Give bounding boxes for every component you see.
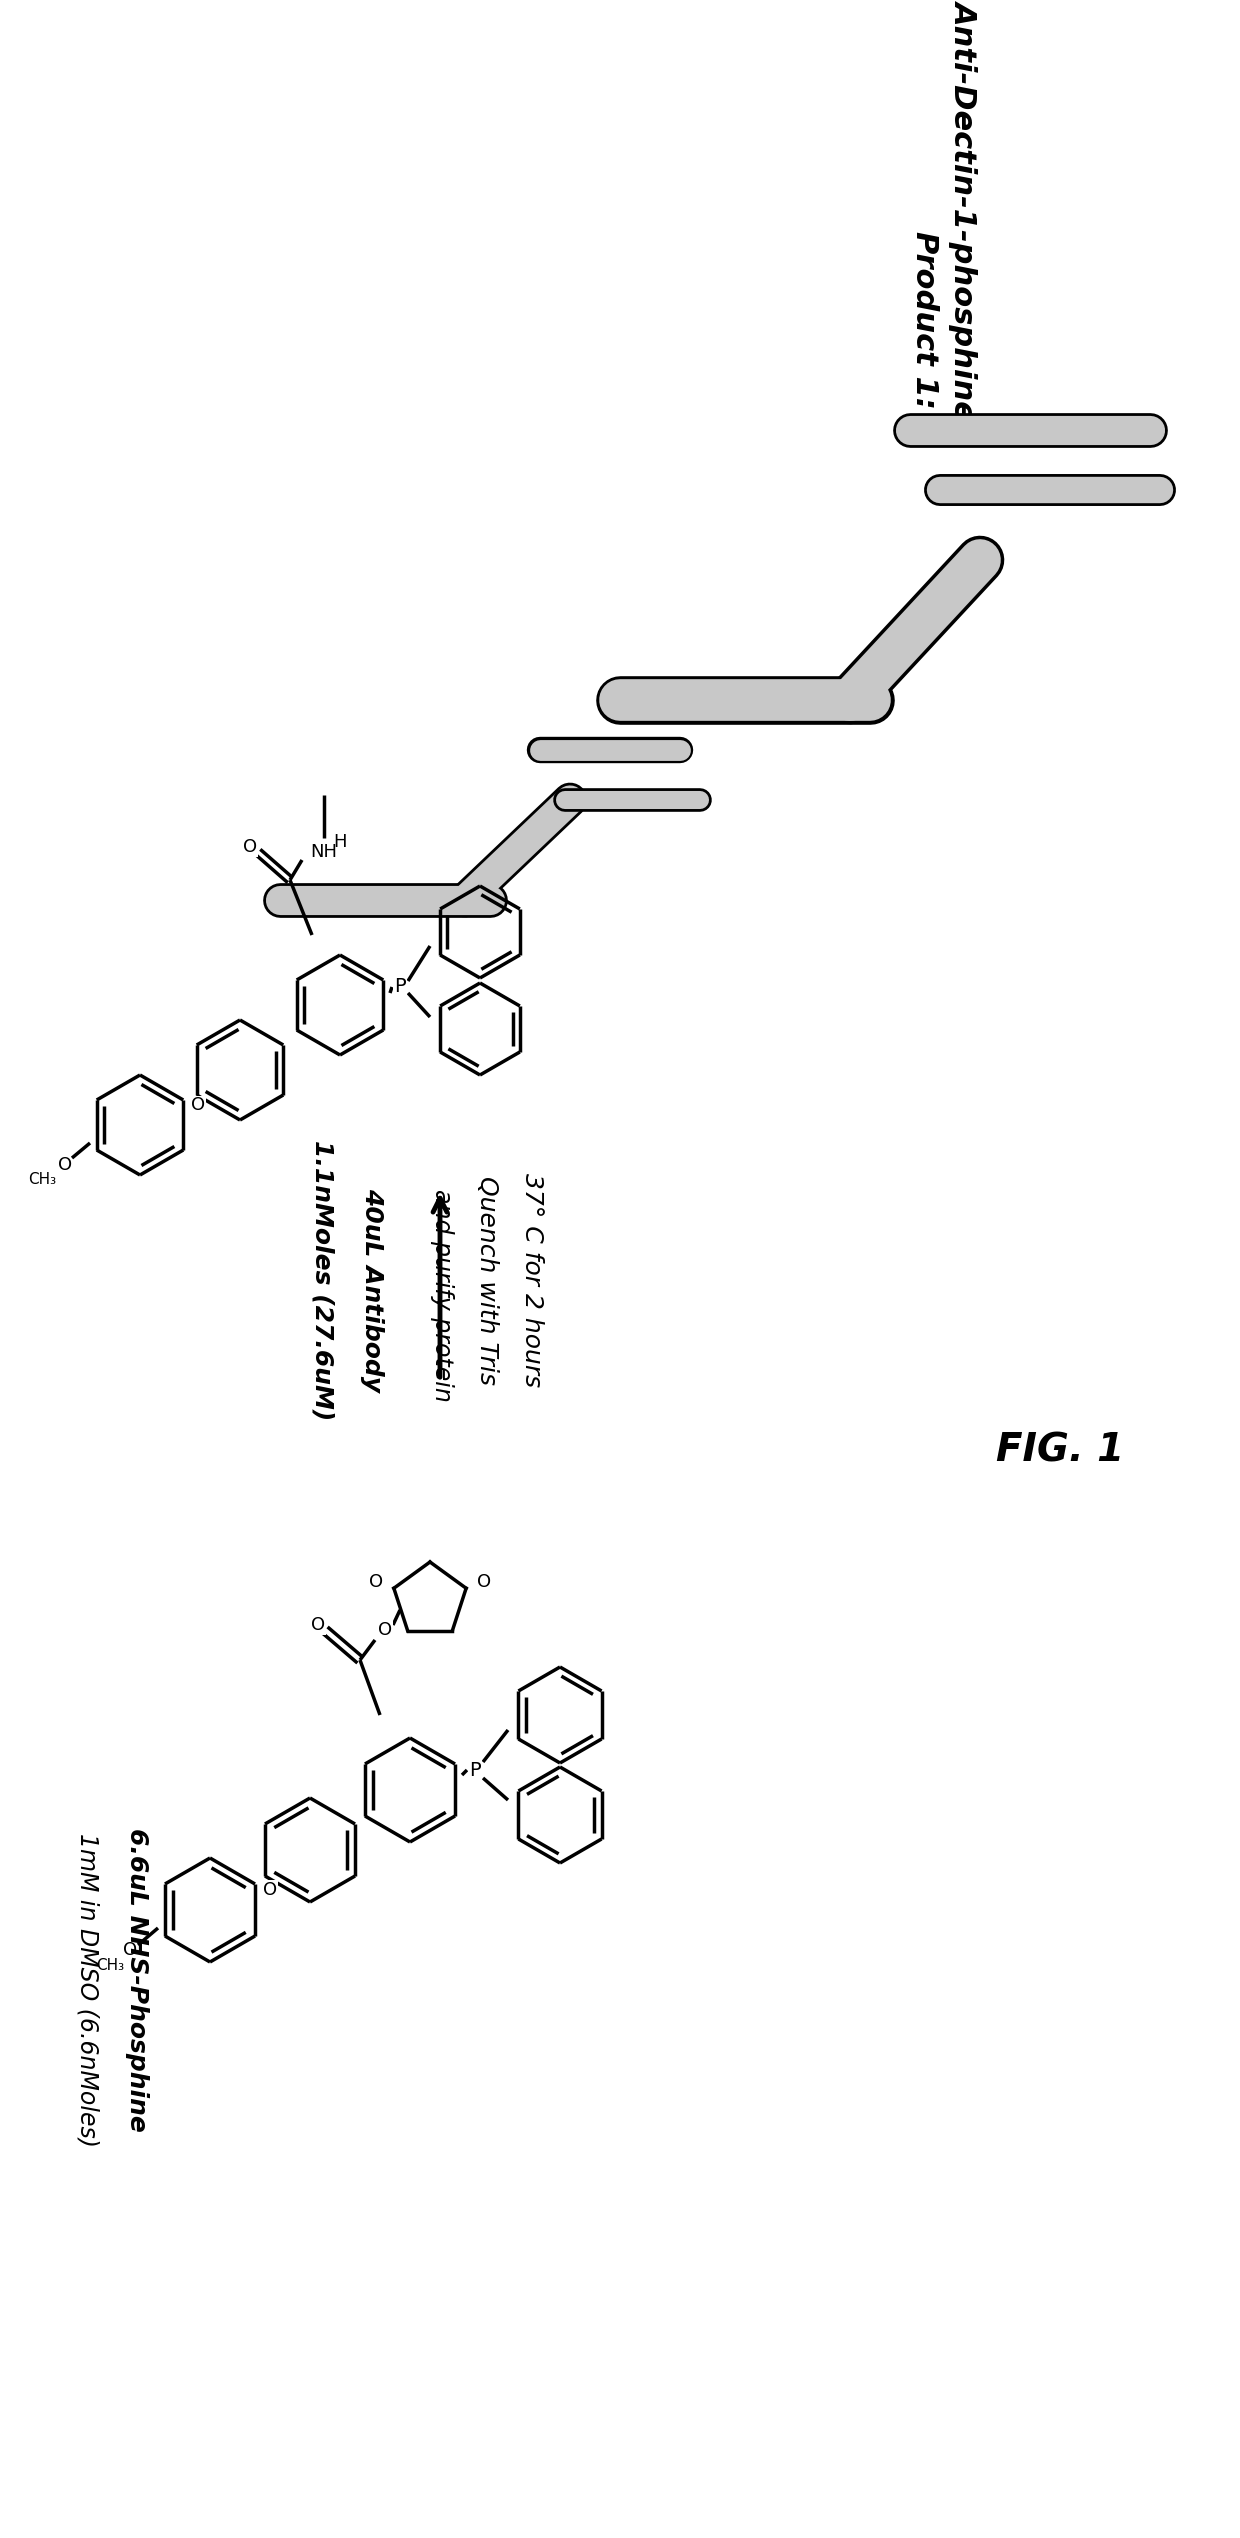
Text: CH₃: CH₃: [29, 1173, 56, 1188]
Text: O: O: [123, 1942, 138, 1959]
Text: Product 1:: Product 1:: [910, 231, 939, 409]
Text: CH₃: CH₃: [95, 1957, 124, 1972]
Text: 1mM in DMSO (6.6nMoles): 1mM in DMSO (6.6nMoles): [74, 1832, 99, 2147]
Text: O: O: [263, 1881, 277, 1898]
Text: O: O: [243, 838, 257, 855]
Text: and purify protein: and purify protein: [430, 1188, 454, 1401]
Text: 6.6uL NHS-Phosphine: 6.6uL NHS-Phosphine: [125, 1827, 149, 2132]
Text: P: P: [394, 977, 405, 997]
Text: O: O: [477, 1574, 491, 1591]
Text: P: P: [469, 1761, 481, 1779]
Text: Anti-Dectin-1-phosphine: Anti-Dectin-1-phosphine: [950, 0, 980, 419]
Text: 1.1nMoles (27.6uM): 1.1nMoles (27.6uM): [310, 1140, 334, 1421]
Text: FIG. 1: FIG. 1: [996, 1431, 1125, 1470]
Text: O: O: [378, 1622, 392, 1640]
Text: 40uL Antibody: 40uL Antibody: [360, 1188, 384, 1391]
Text: 37° C for 2 hours: 37° C for 2 hours: [520, 1173, 544, 1388]
Text: O: O: [311, 1617, 325, 1634]
Text: H: H: [334, 832, 347, 850]
Text: O: O: [58, 1155, 72, 1175]
Text: O: O: [191, 1096, 205, 1114]
Text: O: O: [368, 1574, 383, 1591]
Text: NH: NH: [310, 843, 337, 860]
Text: Quench with Tris: Quench with Tris: [475, 1175, 498, 1386]
